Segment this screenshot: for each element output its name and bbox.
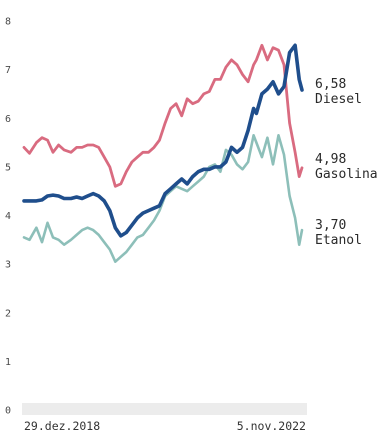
series-name-diesel: Diesel bbox=[315, 92, 362, 107]
x-start-label: 29.dez.2018 bbox=[24, 419, 100, 433]
y-tick-label: 5 bbox=[5, 162, 11, 173]
y-tick-label: 2 bbox=[5, 308, 11, 319]
x-axis-band bbox=[22, 403, 307, 415]
series-lines bbox=[22, 43, 304, 264]
x-end-label: 5.nov.2022 bbox=[237, 419, 306, 433]
end-value-etanol: 3,70 bbox=[315, 218, 346, 233]
series-name-gasolina: Gasolina bbox=[315, 167, 377, 182]
y-axis-ticks: 0 1 2 3 4 5 6 7 8 bbox=[5, 17, 11, 417]
y-tick-label: 0 bbox=[5, 406, 11, 417]
y-tick-label: 1 bbox=[5, 357, 11, 368]
end-value-gasolina: 4,98 bbox=[315, 152, 346, 167]
series-name-etanol: Etanol bbox=[315, 233, 362, 248]
series-line-diesel bbox=[22, 43, 304, 238]
y-tick-label: 3 bbox=[5, 260, 11, 271]
y-tick-label: 4 bbox=[5, 211, 11, 222]
y-tick-label: 8 bbox=[5, 17, 11, 28]
y-tick-label: 6 bbox=[5, 114, 11, 125]
series-line-etanol bbox=[22, 134, 304, 264]
y-tick-label: 7 bbox=[5, 65, 11, 76]
series-line-gasolina bbox=[22, 43, 304, 188]
end-value-diesel: 6,58 bbox=[315, 77, 346, 92]
